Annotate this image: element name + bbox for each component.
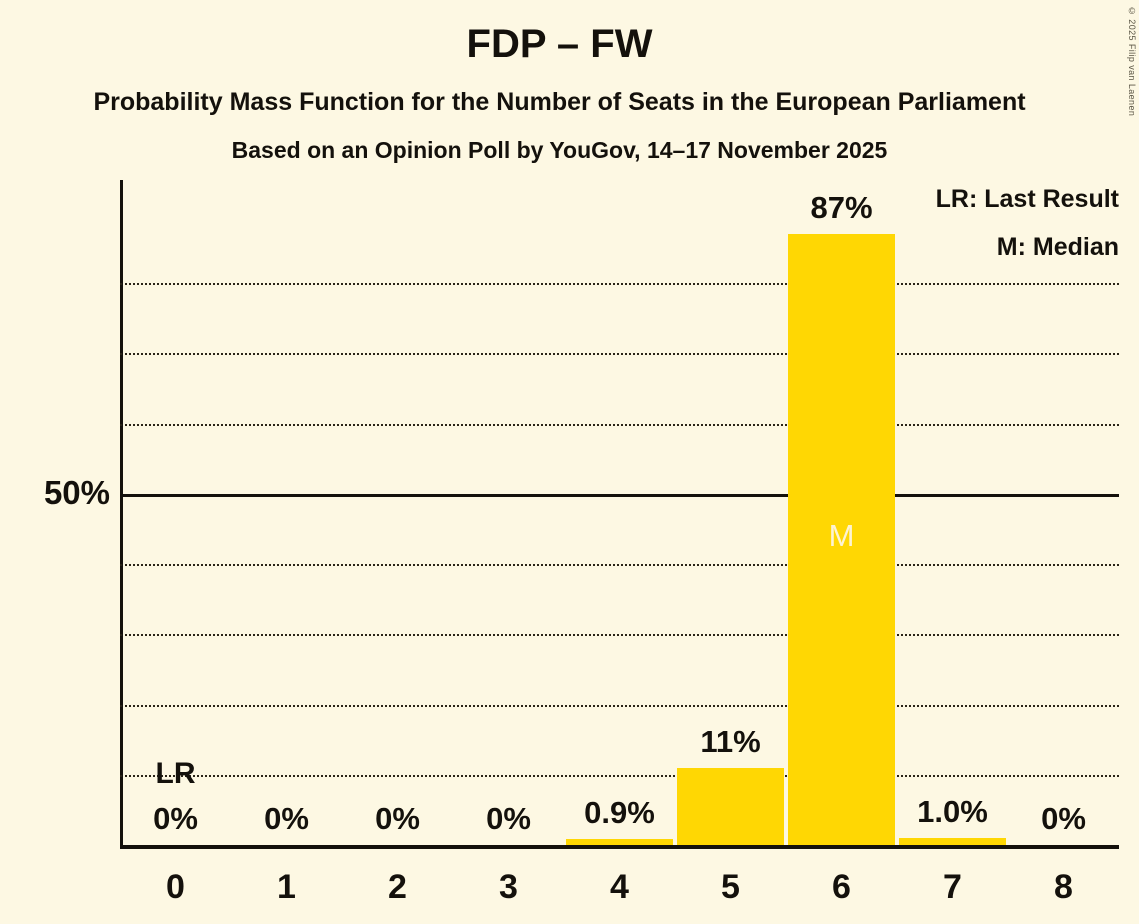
bar-seat-7 (899, 837, 1006, 845)
bar-value-label-1: 0% (264, 801, 309, 836)
x-axis-tick-5: 5 (721, 868, 740, 906)
legend-median: M: Median (996, 233, 1119, 261)
x-axis-tick-8: 8 (1054, 868, 1073, 906)
gridline-50 (120, 493, 1119, 497)
gridline-70 (120, 353, 1119, 356)
chart-source-line: Based on an Opinion Poll by YouGov, 14–1… (231, 137, 888, 163)
bar-seat-6 (788, 234, 895, 845)
bar-value-label-6: 87% (810, 190, 873, 226)
bar-value-label-2: 0% (375, 801, 420, 836)
x-axis-tick-0: 0 (166, 868, 185, 906)
gridline-40 (120, 564, 1119, 567)
x-axis-tick-1: 1 (277, 868, 296, 906)
y-axis-tick-50: 50% (43, 474, 110, 511)
copyright-notice: © 2025 Filip van Laenen (1127, 6, 1137, 117)
x-axis-tick-2: 2 (388, 868, 407, 906)
gridline-60 (120, 423, 1119, 426)
last-result-marker: LR (155, 757, 196, 790)
gridline-80 (120, 283, 1119, 286)
x-axis-line (120, 845, 1119, 849)
bar-value-label-8: 0% (1041, 801, 1086, 836)
x-axis-tick-3: 3 (499, 868, 518, 906)
bar-value-label-5: 11% (700, 723, 761, 759)
x-axis-tick-4: 4 (610, 868, 629, 906)
bar-seat-4 (566, 838, 673, 845)
x-axis-tick-7: 7 (943, 868, 962, 906)
gridline-20 (120, 704, 1119, 707)
gridline-10 (120, 774, 1119, 777)
chart-subtitle: Probability Mass Function for the Number… (93, 88, 1026, 116)
x-axis-tick-6: 6 (832, 868, 851, 906)
y-axis-line (120, 180, 123, 849)
page-title: FDP – FW (466, 22, 653, 66)
bar-value-label-7: 1.0% (917, 793, 988, 829)
plot-area: 0% LR 0% 0% 0% 0.9% 11% 87% M 1.0% 0% (120, 180, 1119, 849)
median-marker: M (828, 517, 855, 553)
bar-value-label-3: 0% (486, 801, 531, 836)
bar-value-label-0: 0% (153, 801, 198, 836)
bar-value-label-4: 0.9% (584, 794, 655, 830)
bar-seat-5 (677, 767, 784, 845)
gridline-30 (120, 634, 1119, 637)
legend-last-result: LR: Last Result (935, 185, 1119, 213)
